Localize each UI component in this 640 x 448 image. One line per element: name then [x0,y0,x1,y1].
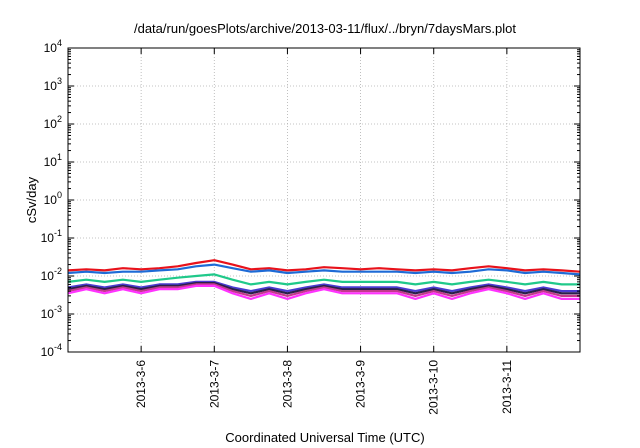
y-tick-label: 10-2 [41,266,62,283]
y-tick-label: 10-4 [41,342,62,359]
y-axis-label: cSv/day [24,176,39,223]
series-line-2 [67,263,581,276]
y-tick-label: 103 [44,76,62,93]
x-axis-ticks: 2013-3-6 2013-3-7 2013-3-8 2013-3-9 2013-3-1… [134,48,514,415]
x-tick-label: 2013-3-7 [207,360,221,408]
series-line-5 [67,282,580,295]
series-line-1 [67,259,581,273]
y-axis-ticks: 10-4 10-3 10-2 10-1 100 101 102 103 104 [41,38,580,359]
series-line-3 [67,273,580,286]
x-tick-label: 2013-3-8 [280,360,294,408]
series-layer [67,259,581,300]
series-line-7 [67,284,580,300]
y-tick-label: 10-1 [41,228,62,245]
y-tick-label: 100 [44,190,62,207]
x-tick-label: 2013-3-11 [500,360,514,414]
x-tick-label: 2013-3-6 [134,360,148,408]
x-tick-label: 2013-3-10 [427,360,441,415]
grid [68,48,580,352]
chart-title: /data/run/goesPlots/archive/2013-03-11/f… [134,21,516,36]
x-tick-label: 2013-3-9 [354,360,368,408]
series-line-6 [67,283,580,297]
y-tick-label: 104 [44,38,62,55]
x-axis-label: Coordinated Universal Time (UTC) [225,430,424,445]
y-tick-label: 102 [44,114,62,131]
y-tick-label: 101 [44,152,62,169]
y-tick-label: 10-3 [41,304,62,321]
series-line-4 [67,280,580,293]
